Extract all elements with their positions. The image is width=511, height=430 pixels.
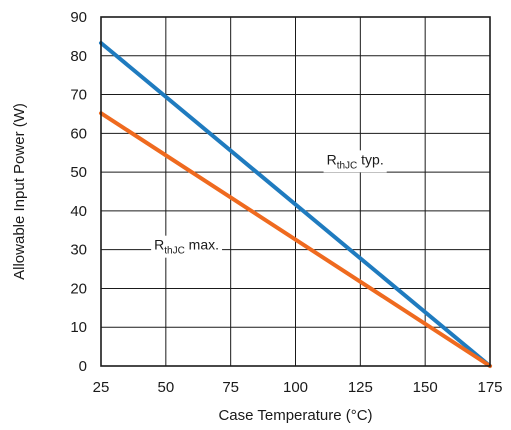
grid: [101, 17, 490, 366]
y-tick-label: 70: [70, 87, 87, 104]
x-tick-label: 175: [477, 379, 502, 396]
y-axis-label: Allowable Input Power (W): [11, 103, 28, 280]
annotation-background: [151, 235, 223, 258]
x-tick-labels: 25 50 75 100 125 150 175: [93, 379, 503, 396]
series-line-1: [99, 111, 492, 368]
y-tick-label: 40: [70, 203, 87, 220]
y-tick-label: 20: [70, 280, 87, 297]
annotation-label: RthJC max.: [154, 237, 219, 257]
annotation-1: RthJC max.: [151, 235, 223, 258]
x-tick-label: 150: [413, 379, 438, 396]
x-tick-label: 125: [348, 379, 373, 396]
series-line-0: [99, 40, 492, 368]
y-tick-labels: 0 10 20 30 40 50 60 70 80 90: [70, 9, 87, 375]
y-tick-label: 30: [70, 242, 87, 259]
y-tick-label: 0: [79, 358, 87, 375]
x-tick-label: 50: [157, 379, 174, 396]
x-tick-label: 75: [222, 379, 239, 396]
y-tick-label: 80: [70, 48, 87, 65]
y-tick-label: 90: [70, 9, 87, 26]
y-tick-label: 10: [70, 319, 87, 336]
annotation-0: RthJC typ.: [323, 150, 387, 173]
x-tick-label: 25: [93, 379, 110, 396]
series-layer: [99, 40, 492, 368]
annotation-background: [323, 150, 387, 173]
y-tick-label: 50: [70, 164, 87, 181]
x-axis-label: Case Temperature (°C): [218, 407, 372, 424]
y-tick-label: 60: [70, 125, 87, 142]
plot-frame: [100, 16, 491, 367]
annotations: RthJC typ. RthJC max.: [151, 150, 387, 258]
annotation-label: RthJC typ.: [327, 151, 384, 171]
x-tick-label: 100: [283, 379, 308, 396]
